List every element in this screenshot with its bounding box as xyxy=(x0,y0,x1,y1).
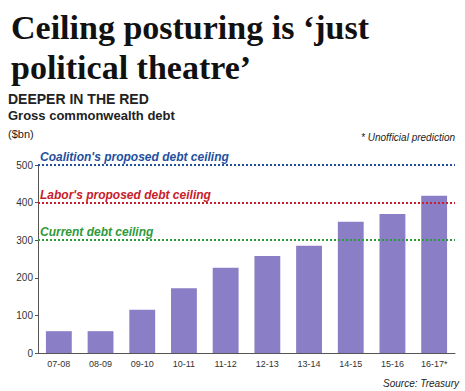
svg-text:08-09: 08-09 xyxy=(89,359,112,369)
svg-text:400: 400 xyxy=(16,197,33,208)
svg-text:Labor's proposed debt ceiling: Labor's proposed debt ceiling xyxy=(40,188,212,202)
svg-text:13-14: 13-14 xyxy=(298,359,321,369)
svg-text:Coalition's proposed debt ceil: Coalition's proposed debt ceiling xyxy=(40,150,230,164)
svg-text:12-13: 12-13 xyxy=(256,359,279,369)
svg-text:300: 300 xyxy=(16,235,33,246)
svg-text:16-17*: 16-17* xyxy=(421,359,448,369)
svg-text:14-15: 14-15 xyxy=(339,359,362,369)
svg-text:* Unofficial prediction: * Unofficial prediction xyxy=(361,132,455,143)
svg-text:Source: Treasury: Source: Treasury xyxy=(383,378,460,389)
svg-text:Current debt ceiling: Current debt ceiling xyxy=(40,225,154,239)
svg-text:100: 100 xyxy=(16,310,33,321)
svg-text:political theatre’: political theatre’ xyxy=(11,49,251,86)
svg-text:Ceiling posturing is ‘just: Ceiling posturing is ‘just xyxy=(11,9,378,46)
svg-text:($bn): ($bn) xyxy=(8,128,34,140)
svg-text:Gross commonwealth debt: Gross commonwealth debt xyxy=(8,108,176,123)
svg-text:15-16: 15-16 xyxy=(381,359,404,369)
svg-text:07-08: 07-08 xyxy=(47,359,70,369)
svg-text:10-11: 10-11 xyxy=(173,359,195,369)
svg-text:200: 200 xyxy=(16,272,33,283)
svg-text:11-12: 11-12 xyxy=(214,359,236,369)
svg-text:500: 500 xyxy=(16,160,33,171)
svg-text:09-10: 09-10 xyxy=(131,359,154,369)
svg-text:DEEPER IN THE RED: DEEPER IN THE RED xyxy=(8,91,149,107)
svg-text:0: 0 xyxy=(27,348,33,359)
